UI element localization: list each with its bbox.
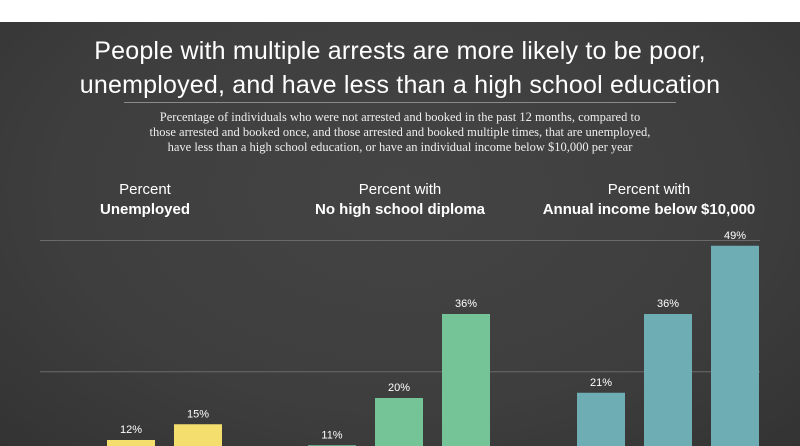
data-label: 12%: [120, 424, 142, 436]
bar: [442, 314, 490, 446]
group-header-income: Percent with Annual income below $10,000: [519, 180, 779, 220]
group-header-top: Percent with: [358, 181, 442, 198]
data-label: 49%: [724, 230, 746, 242]
bar: [174, 424, 222, 446]
chart-panel: People with multiple arrests are more li…: [0, 22, 800, 446]
group-header-bold: Annual income below $10,000: [542, 201, 756, 218]
group-header-bold: No high school diploma: [315, 201, 485, 218]
data-label: 36%: [657, 298, 679, 310]
subtitle-line-1: Percentage of individuals who were not a…: [159, 110, 641, 124]
bar: [107, 440, 155, 446]
bar: [711, 245, 759, 446]
title-divider: [124, 102, 676, 103]
group-header-bold: Unemployed: [99, 201, 190, 218]
group-header-diploma: Percent with No high school diploma: [270, 180, 530, 220]
data-label: 36%: [455, 298, 477, 310]
bar: [644, 314, 692, 446]
bar: [375, 398, 423, 446]
subtitle-line-2: those arrested and booked once, and thos…: [149, 125, 651, 139]
bar: [577, 392, 625, 446]
chart-subtitle: Percentage of individuals who were not a…: [0, 110, 800, 155]
bar-plot: 12% 15% 11% 20% 36% 21% 36% 49%: [40, 230, 760, 446]
data-label: 21%: [590, 377, 612, 389]
data-label: 20%: [388, 382, 410, 394]
data-label: 11%: [321, 429, 342, 441]
group-header-unemployed: Percent Unemployed: [15, 180, 275, 220]
data-label: 15%: [187, 408, 209, 420]
subtitle-line-3: have less than a high school education, …: [167, 140, 633, 154]
title-line-1: People with multiple arrests are more li…: [94, 37, 706, 65]
chart-title: People with multiple arrests are more li…: [0, 34, 800, 102]
group-header-top: Percent with: [607, 181, 691, 198]
title-line-2: unemployed, and have less than a high sc…: [79, 71, 721, 99]
group-header-top: Percent: [119, 181, 171, 198]
